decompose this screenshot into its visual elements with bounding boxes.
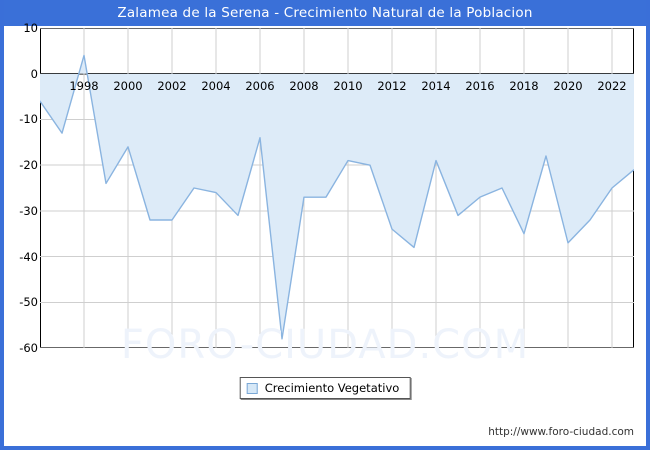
y-axis: 10 0 -10 -20 -30 -40 -50 -60 [4,22,38,354]
footer-url: http://www.foro-ciudad.com [488,426,634,438]
y-tick-label: -50 [19,295,38,310]
y-tick-label: -20 [19,158,38,173]
y-tick-label: 10 [23,21,38,35]
series-line [40,54,634,340]
plot-area [40,28,634,348]
area-chart-svg [40,28,634,348]
series-area-fill [40,55,634,339]
y-tick-label: -40 [19,249,38,264]
legend-swatch-icon [246,382,258,394]
chart-legend[interactable]: Crecimiento Vegetativo [239,377,411,399]
y-tick-label: -10 [19,112,38,127]
y-tick-label: -30 [19,203,38,218]
y-tick-label: 0 [30,66,38,81]
page-title: Zalamea de la Serena - Crecimiento Natur… [4,0,646,26]
y-tick-label: -60 [19,341,38,355]
legend-label: Crecimiento Vegetativo [264,381,400,395]
